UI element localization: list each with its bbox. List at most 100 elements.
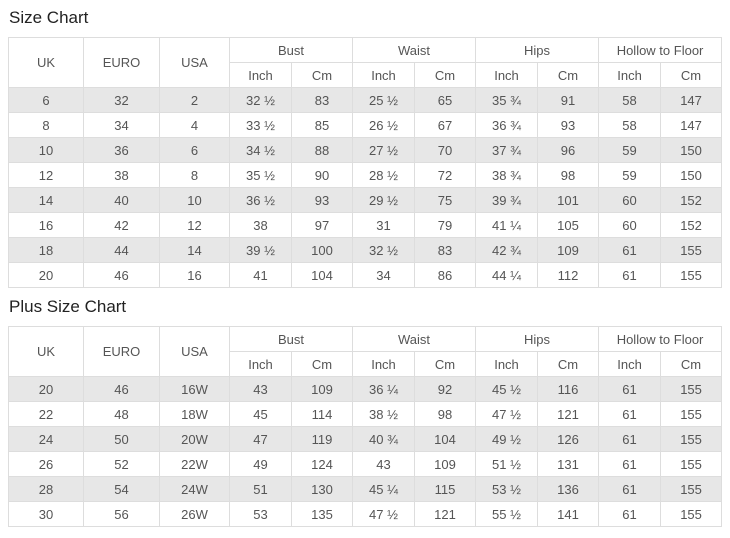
table-cell: 91 [537, 87, 600, 113]
table-cell: 38 [229, 212, 292, 238]
table-cell: 44 [83, 237, 160, 263]
table-row: 12 38 8 35 ½ 90 28 ½ 72 38 ¾ 98 59 150 [8, 162, 723, 188]
table-cell: 152 [660, 187, 723, 213]
header-row-groups: UK EURO USA Bust Waist Hips Hollow to Floor [8, 326, 723, 377]
table-cell: 150 [660, 162, 723, 188]
table-cell: 26W [159, 501, 230, 527]
table-cell: 44 ¼ [475, 262, 539, 288]
table-cell: 54 [83, 476, 160, 502]
table-cell: 25 ½ [352, 87, 416, 113]
table-cell: 59 [598, 137, 662, 163]
table-cell: 72 [414, 162, 477, 188]
table-cell: 119 [290, 426, 354, 452]
table-row: 8 34 4 33 ½ 85 26 ½ 67 36 ¾ 93 58 147 [8, 112, 723, 138]
table-cell: 24 [8, 426, 84, 452]
table-cell: 20 [8, 376, 84, 402]
table-cell: 28 [8, 476, 84, 502]
table-row: 24 50 20W 47 119 40 ¾ 104 49 ½ 126 61 155 [8, 426, 723, 452]
unit-header-hollow-to-floor-inch: Inch [598, 351, 662, 377]
table-cell: 49 ½ [475, 426, 539, 452]
table-cell: 109 [414, 451, 477, 477]
table-row: 6 32 2 32 ½ 83 25 ½ 65 35 ¾ 91 58 147 [8, 87, 723, 113]
column-header-uk: UK [8, 326, 84, 377]
unit-header-waist-inch: Inch [352, 62, 416, 88]
table-cell: 6 [8, 87, 84, 113]
table-cell: 121 [537, 401, 600, 427]
table-cell: 61 [598, 376, 662, 402]
table-cell: 33 ½ [229, 112, 292, 138]
table-row: 20 46 16W 43 109 36 ¼ 92 45 ½ 116 61 155 [8, 376, 723, 402]
table-cell: 22 [8, 401, 84, 427]
table-cell: 88 [290, 137, 354, 163]
table-cell: 60 [598, 212, 662, 238]
table-cell: 75 [414, 187, 477, 213]
table-cell: 98 [537, 162, 600, 188]
table-cell: 31 [352, 212, 416, 238]
table-cell: 4 [159, 112, 230, 138]
table-cell: 46 [83, 376, 160, 402]
table-cell: 10 [8, 137, 84, 163]
table-cell: 12 [8, 162, 84, 188]
column-header-usa: USA [159, 37, 230, 88]
table-cell: 20W [159, 426, 230, 452]
table-body: 20 46 16W 43 109 36 ¼ 92 45 ½ 116 61 155 22 48 18W 45 1… [8, 376, 723, 527]
table-cell: 12 [159, 212, 230, 238]
group-header-hips: Hips [475, 37, 600, 63]
table-cell: 49 [229, 451, 292, 477]
table-cell: 114 [290, 401, 354, 427]
table-cell: 8 [159, 162, 230, 188]
group-header-hollow-to-floor: Hollow to Floor [598, 326, 723, 352]
table-row: 18 44 14 39 ½ 100 32 ½ 83 42 ¾ 109 61 155 [8, 237, 723, 263]
unit-header-waist-cm: Cm [414, 62, 477, 88]
table-cell: 20 [8, 262, 84, 288]
table-cell: 45 ½ [475, 376, 539, 402]
table-row: 10 36 6 34 ½ 88 27 ½ 70 37 ¾ 96 59 150 [8, 137, 723, 163]
table-cell: 65 [414, 87, 477, 113]
table-cell: 37 ¾ [475, 137, 539, 163]
table-cell: 109 [290, 376, 354, 402]
unit-header-hips-cm: Cm [537, 62, 600, 88]
table-row: 22 48 18W 45 114 38 ½ 98 47 ½ 121 61 155 [8, 401, 723, 427]
unit-header-bust-inch: Inch [229, 62, 292, 88]
table-cell: 105 [537, 212, 600, 238]
table-cell: 83 [290, 87, 354, 113]
unit-header-hips-inch: Inch [475, 62, 539, 88]
plus-size-chart-table: UK EURO USA Bust Waist Hips Hollow to Floor Inc… [8, 326, 723, 527]
unit-header-bust-cm: Cm [290, 62, 354, 88]
table-cell: 38 ½ [352, 401, 416, 427]
table-cell: 43 [229, 376, 292, 402]
table-cell: 35 ½ [229, 162, 292, 188]
table-cell: 104 [290, 262, 354, 288]
group-header-hollow-to-floor: Hollow to Floor [598, 37, 723, 63]
table-row: 14 40 10 36 ½ 93 29 ½ 75 39 ¾ 101 60 152 [8, 187, 723, 213]
unit-header-hollow-to-floor-cm: Cm [660, 62, 723, 88]
table-cell: 47 [229, 426, 292, 452]
table-cell: 55 ½ [475, 501, 539, 527]
table-cell: 30 [8, 501, 84, 527]
table-cell: 109 [537, 237, 600, 263]
table-cell: 14 [8, 187, 84, 213]
table-cell: 104 [414, 426, 477, 452]
table-cell: 22W [159, 451, 230, 477]
table-cell: 96 [537, 137, 600, 163]
table-cell: 16 [8, 212, 84, 238]
table-cell: 85 [290, 112, 354, 138]
table-cell: 152 [660, 212, 723, 238]
table-cell: 2 [159, 87, 230, 113]
table-cell: 41 [229, 262, 292, 288]
table-cell: 155 [660, 401, 723, 427]
table-cell: 58 [598, 112, 662, 138]
unit-header-waist-inch: Inch [352, 351, 416, 377]
table-cell: 83 [414, 237, 477, 263]
table-cell: 124 [290, 451, 354, 477]
table-cell: 26 ½ [352, 112, 416, 138]
unit-header-bust-inch: Inch [229, 351, 292, 377]
unit-header-hollow-to-floor-cm: Cm [660, 351, 723, 377]
table-cell: 16W [159, 376, 230, 402]
unit-header-hollow-to-floor-inch: Inch [598, 62, 662, 88]
table-cell: 147 [660, 112, 723, 138]
table-cell: 45 ¼ [352, 476, 416, 502]
table-cell: 116 [537, 376, 600, 402]
table-row: 30 56 26W 53 135 47 ½ 121 55 ½ 141 61 155 [8, 501, 723, 527]
column-header-euro: EURO [83, 326, 160, 377]
